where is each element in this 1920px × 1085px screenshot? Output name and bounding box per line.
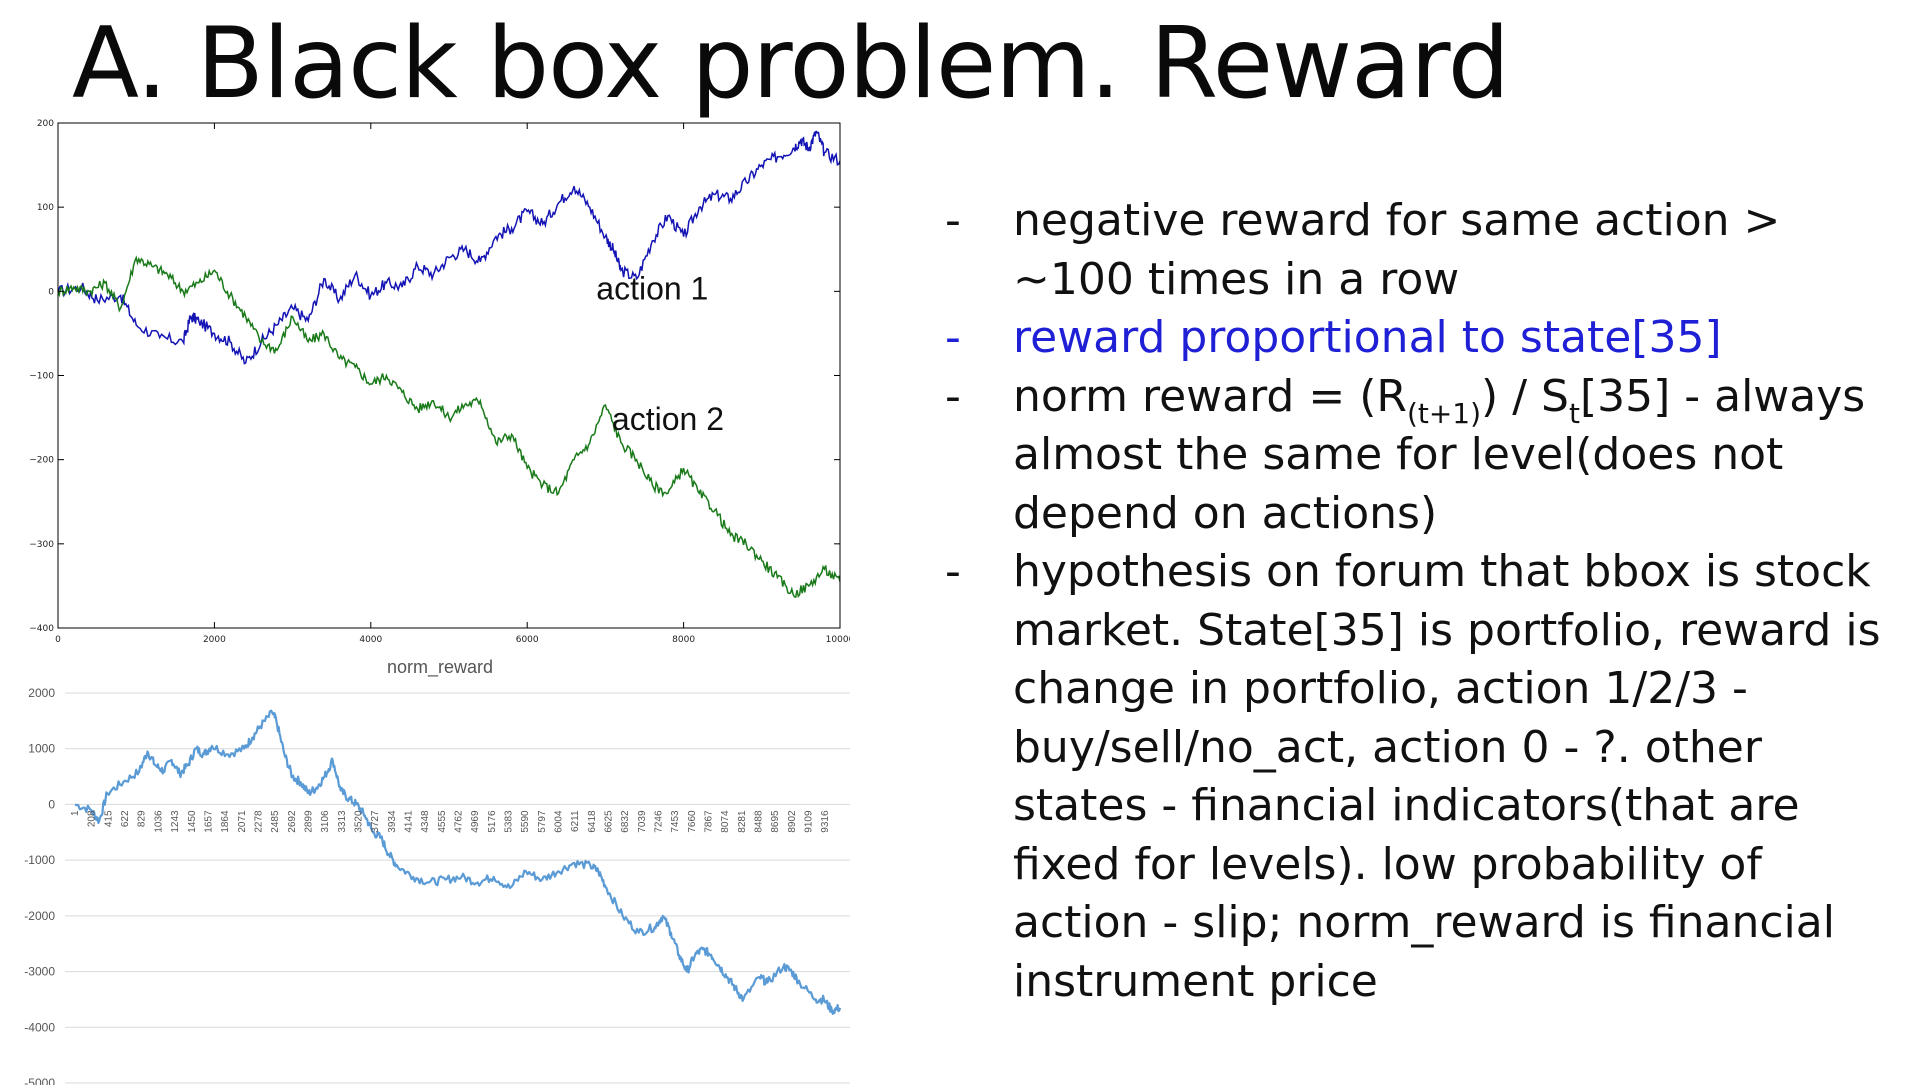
x-tick-label: 1 (70, 810, 81, 816)
x-tick-label: 1864 (220, 810, 231, 833)
bullet-item: - norm reward = (R(t+1)) / St[35] - alway… (945, 368, 1905, 544)
x-tick-label: 5176 (487, 810, 498, 833)
x-tick-label: 4555 (437, 810, 448, 833)
x-tick-label: 2278 (253, 810, 264, 833)
x-tick-label: 829 (137, 810, 148, 827)
x-tick-label: 6832 (620, 810, 631, 833)
y-tick-label: −300 (29, 540, 54, 550)
x-tick-label: 7246 (653, 810, 664, 833)
x-tick-label: 3727 (370, 810, 381, 833)
x-tick-label: 8902 (787, 810, 798, 833)
series-line-1 (57, 130, 841, 365)
bullet-item: - hypothesis on forum that bbox is stock … (945, 543, 1905, 1011)
norm-reward-chart: norm_reward 2000 1000 0 -1000 -2000 -3000 -4000… (24, 657, 850, 1085)
bullet-dash: - (945, 195, 961, 246)
x-tick-label: 0 (55, 635, 61, 645)
x-tick-label: 8000 (672, 635, 695, 645)
x-tick-label: 6625 (603, 810, 614, 833)
bullet-text: hypothesis on forum that bbox is stock m… (1013, 546, 1881, 1007)
x-tick-label: 4969 (470, 810, 481, 833)
slide-title: A. Black box problem. Reward (72, 7, 1510, 121)
x-tick-label: 6000 (516, 635, 539, 645)
x-tick-label: 4000 (359, 635, 382, 645)
chart-annotation: action 1 (596, 270, 708, 306)
x-tick-label: 1243 (170, 810, 181, 833)
bullet-dash: - (945, 370, 961, 422)
x-tick-label: 1657 (203, 810, 214, 833)
bullet-dash: - (945, 312, 961, 363)
y-tick-label: −100 (29, 372, 54, 382)
x-tick-label: 1036 (153, 810, 164, 833)
x-tick-label: 8488 (754, 810, 765, 833)
y-tick-label: -2000 (24, 909, 55, 923)
x-tick-label: 415 (103, 810, 114, 827)
x-tick-label: 7039 (637, 810, 648, 833)
x-tick-label: 9316 (820, 810, 831, 833)
x-tick-label: 2000 (203, 635, 226, 645)
bullet-text: reward proportional to state[35] (1013, 312, 1722, 363)
series-line (74, 709, 842, 1015)
x-tick-label: 4141 (403, 810, 414, 833)
bullet-dash: - (945, 546, 961, 597)
x-tick-label: 622 (120, 810, 131, 827)
x-tick-label: 8074 (720, 810, 731, 833)
x-tick-label: 9109 (804, 810, 815, 833)
x-tick-label: 4348 (420, 810, 431, 833)
bullet-text: [35] - always almost the same for level(… (1013, 370, 1866, 539)
x-tick-label: 6418 (587, 810, 598, 833)
bullet-item: - negative reward for same action > ~100 … (945, 192, 1905, 309)
y-tick-label: 100 (37, 203, 54, 213)
x-tick-label: 208 (87, 810, 98, 827)
x-tick-label: 3934 (387, 810, 398, 833)
y-tick-label: 0 (48, 287, 54, 297)
x-tick-label: 3106 (320, 810, 331, 833)
y-tick-label: 200 (37, 119, 54, 129)
x-tick-label: 8281 (737, 810, 748, 833)
x-tick-label: 5383 (503, 810, 514, 833)
x-tick-label: 2485 (270, 810, 281, 833)
x-tick-label: 8695 (770, 810, 781, 833)
x-tick-label: 5590 (520, 810, 531, 833)
bullet-list: - negative reward for same action > ~100 … (945, 192, 1905, 1011)
x-tick-label: 7453 (670, 810, 681, 833)
x-tick-label: 2692 (287, 810, 298, 833)
bullet-text: norm reward = (R (1013, 370, 1407, 422)
x-tick-label: 3313 (337, 810, 348, 833)
y-tick-label: 1000 (28, 742, 55, 756)
chart-title: norm_reward (387, 657, 493, 678)
series-line-2 (57, 255, 841, 599)
x-tick-label: 2899 (303, 810, 314, 833)
y-tick-label: -1000 (24, 853, 55, 867)
chart-annotation: action 2 (612, 401, 724, 437)
x-tick-label: 5797 (537, 810, 548, 833)
y-tick-label: -4000 (24, 1020, 55, 1034)
x-tick-label: 1450 (187, 810, 198, 833)
y-tick-label: 0 (48, 797, 55, 811)
x-tick-label: 6004 (553, 810, 564, 833)
plot-frame (57, 122, 841, 629)
bullet-subscript: (t+1) (1406, 396, 1482, 430)
y-tick-label: -5000 (24, 1076, 55, 1085)
x-tick-label: 7660 (687, 810, 698, 833)
x-tick-label: 6211 (570, 810, 581, 832)
y-tick-label: -3000 (24, 965, 55, 979)
y-tick-label: −200 (29, 456, 54, 466)
y-tick-label: −400 (29, 624, 54, 634)
x-tick-label: 7867 (704, 810, 715, 833)
bullet-text: ) / S (1481, 370, 1569, 422)
x-tick-label: 4762 (453, 810, 464, 833)
bullet-text: negative reward for same action > ~100 t… (1013, 195, 1781, 305)
x-tick-label: 3520 (353, 810, 364, 833)
bullet-item: - reward proportional to state[35] (945, 309, 1905, 368)
x-tick-label: 2071 (237, 810, 248, 833)
bullet-subscript: t (1568, 396, 1580, 430)
y-tick-label: 2000 (28, 686, 55, 700)
